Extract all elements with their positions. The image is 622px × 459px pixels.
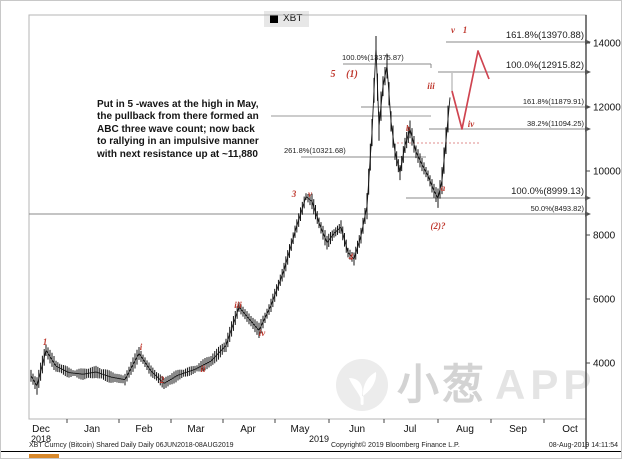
wave-label: a <box>441 183 446 193</box>
wave-label: 1 <box>463 25 468 35</box>
fib-label: 100.0%(12915.82) <box>506 60 584 71</box>
fib-label: 261.8%(10321.68) <box>284 146 346 155</box>
y-axis: 14000 12000 10000 8000 6000 4000 <box>586 39 621 370</box>
wave-label: v <box>308 189 313 199</box>
y-tick-label: 12000 <box>593 103 621 114</box>
wave-label: 3 <box>291 189 297 199</box>
y-tick-label: 6000 <box>593 295 616 306</box>
wave-label: ii <box>200 364 206 374</box>
fib-label: 100.0%(8999.13) <box>511 186 584 197</box>
wave-label: iii <box>234 300 242 310</box>
x-year-label: 2019 <box>309 434 329 444</box>
x-tick-label: Jan <box>84 424 100 435</box>
wave-label: 4 <box>348 252 354 262</box>
y-tick-label: 4000 <box>593 359 616 370</box>
x-tick-label: Sep <box>509 424 527 435</box>
projection-arrow <box>451 50 490 130</box>
bloomberg-key-badge <box>29 453 59 458</box>
wave-label: iii <box>427 81 435 91</box>
wave-label: b <box>406 124 410 133</box>
footer-copyright: Copyright© 2019 Bloomberg Finance L.P. <box>331 442 460 449</box>
wave-label: 1 <box>43 337 48 347</box>
x-tick-label: Feb <box>135 424 153 435</box>
fib-levels: 161.8%(13970.88) 100.0%(12915.82) 161.8%(1… <box>29 30 591 217</box>
footer-ticker-info: XBT Curncy (Bitcoin) Shared Daily Daily … <box>29 442 234 449</box>
wave-label: (1) <box>346 69 358 80</box>
fib-label: 38.2%(11094.25) <box>527 119 584 128</box>
fib-label: 100.0%(13375.87) <box>342 53 404 62</box>
x-tick-label: Apr <box>240 424 256 435</box>
analyst-note: Put in 5 -waves at the high in May, the … <box>97 99 259 160</box>
legend-label: XBT <box>283 13 303 24</box>
y-tick-label: 8000 <box>593 231 616 242</box>
fib-label: 161.8%(11879.91) <box>523 97 585 106</box>
x-year-label: 2018 <box>31 434 51 444</box>
wave-label: v <box>451 25 456 35</box>
wave-label: (2)? <box>431 221 446 231</box>
x-tick-label: Dec <box>32 424 50 435</box>
fib-label: 161.8%(13970.88) <box>506 30 584 41</box>
wave-label: i <box>140 342 143 352</box>
x-tick-label: Aug <box>456 424 474 435</box>
plot-frame <box>28 14 587 449</box>
x-axis: Dec Jan Feb Mar Apr May Jun Jul Aug Sep Oct 2018 201… <box>31 419 578 444</box>
wave-label: 2 <box>159 375 165 385</box>
x-tick-label: May <box>291 424 310 435</box>
x-tick-label: Mar <box>187 424 205 435</box>
x-tick-label: Jun <box>349 424 365 435</box>
black-square-icon <box>270 14 278 23</box>
footer-divider <box>1 451 621 452</box>
x-tick-label: Jul <box>404 424 417 435</box>
fib-label: 50.0%(8493.82) <box>531 204 585 213</box>
wave-label: iv <box>259 328 267 338</box>
price-series <box>30 36 451 395</box>
footer-timestamp: 08-Aug-2019 14:11:54 <box>548 442 618 449</box>
wave-label: iv <box>468 119 476 129</box>
x-tick-label: Oct <box>562 424 578 435</box>
y-tick-label: 14000 <box>593 39 621 50</box>
y-tick-label: 10000 <box>593 167 621 178</box>
wave-label: 5 <box>331 69 336 80</box>
